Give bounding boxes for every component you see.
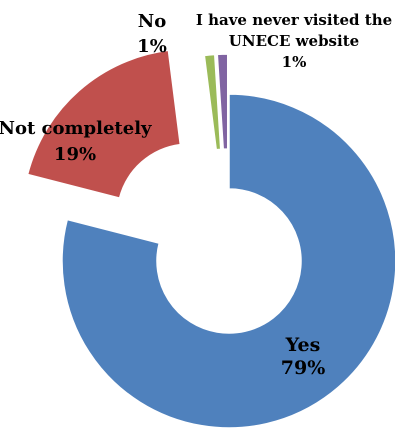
data-label-no-line-1: No bbox=[138, 11, 166, 32]
data-label-never-visited-line-2: UNECE website bbox=[229, 32, 359, 50]
data-label-yes: Yes 79% bbox=[281, 334, 326, 379]
data-label-never-visited-line-1: I have never visited the bbox=[196, 11, 392, 29]
data-label-not-completely-line-2: 19% bbox=[54, 144, 96, 165]
slice-never-visited bbox=[216, 53, 229, 150]
data-label-yes-line-2: 79% bbox=[281, 357, 326, 379]
data-label-never-visited: I have never visited the UNECE website 1% bbox=[196, 11, 392, 71]
slices-group bbox=[26, 49, 395, 429]
data-label-yes-line-1: Yes bbox=[285, 334, 321, 356]
slice-not-completely bbox=[26, 49, 182, 200]
slice-yes bbox=[61, 93, 395, 429]
data-label-not-completely-line-1: Not completely bbox=[0, 118, 152, 139]
slice-no bbox=[203, 53, 222, 151]
data-label-never-visited-line-3: 1% bbox=[282, 53, 307, 71]
labels-group: Yes 79%Not completely 19%No 1%I have never … bbox=[0, 11, 392, 379]
data-label-no-line-2: 1% bbox=[137, 36, 167, 57]
data-label-no: No 1% bbox=[137, 11, 167, 57]
data-label-not-completely: Not completely 19% bbox=[0, 118, 152, 165]
